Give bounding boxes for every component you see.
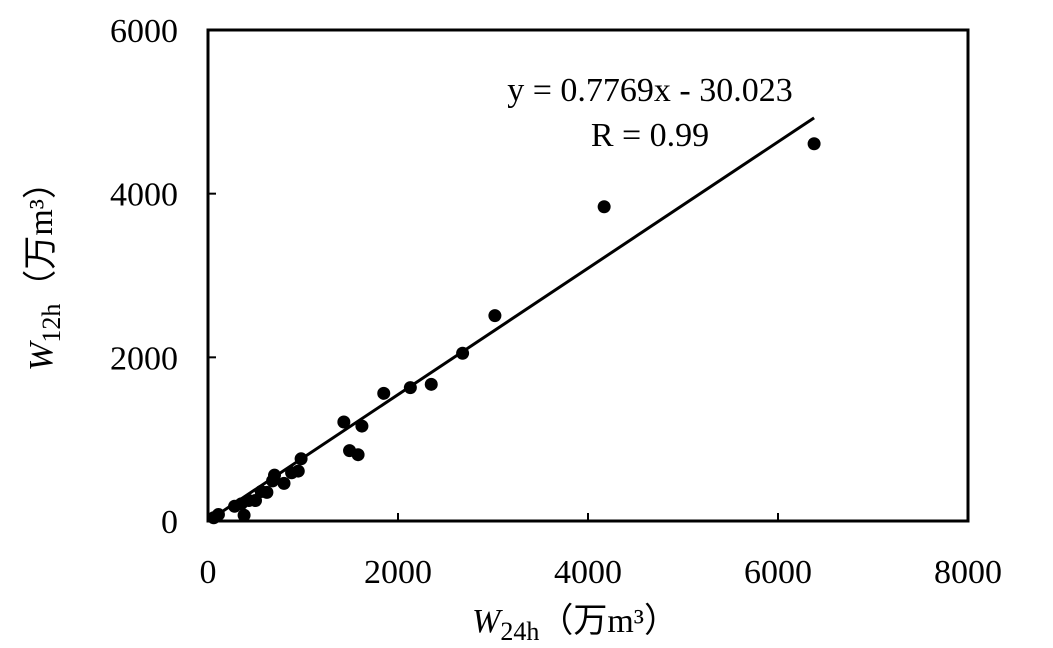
y-tick-label: 4000 (110, 177, 178, 214)
trendline (207, 116, 815, 523)
x-axis-label-subscript: 24h (500, 617, 539, 646)
data-point (268, 468, 281, 482)
y-tick-label: 0 (161, 504, 178, 541)
x-axis-label: W24h（万m³） (472, 602, 678, 646)
x-axis-ticks: 0 2000 4000 6000 8000 (200, 513, 1002, 591)
x-tick-label: 6000 (744, 554, 812, 591)
data-point (211, 507, 225, 521)
data-point (807, 137, 821, 151)
x-axis-label-symbol: W (472, 603, 503, 640)
y-axis-ticks: 0 2000 4000 6000 (110, 13, 216, 541)
y-tick-label: 2000 (110, 340, 178, 377)
data-point (291, 464, 305, 478)
trendline-equation: y = 0.7769x - 30.023 (507, 72, 793, 109)
data-point (488, 309, 502, 323)
x-tick-label: 4000 (554, 554, 622, 591)
x-axis-label-unit: （万m³） (539, 602, 678, 640)
correlation-coefficient: R = 0.99 (591, 117, 709, 154)
y-axis-label-unit: （万m³） (22, 165, 60, 304)
data-point (237, 508, 251, 522)
y-axis-label-symbol: W (23, 340, 60, 371)
y-tick-label: 6000 (110, 13, 178, 50)
data-point (355, 419, 369, 433)
data-point (403, 381, 417, 395)
x-tick-label: 2000 (364, 554, 432, 591)
data-point (597, 200, 611, 214)
y-axis-label: W12h（万m³） (22, 165, 66, 371)
data-point (277, 476, 291, 490)
x-tick-label: 0 (200, 554, 217, 591)
data-point (294, 452, 308, 466)
data-points (207, 137, 821, 525)
data-point (337, 415, 351, 429)
data-point (351, 448, 365, 462)
data-point (260, 485, 274, 499)
data-point (424, 377, 438, 391)
x-tick-label: 8000 (934, 554, 1002, 591)
data-point (377, 386, 391, 400)
y-axis-label-subscript: 12h (37, 304, 66, 343)
data-point (456, 346, 470, 360)
